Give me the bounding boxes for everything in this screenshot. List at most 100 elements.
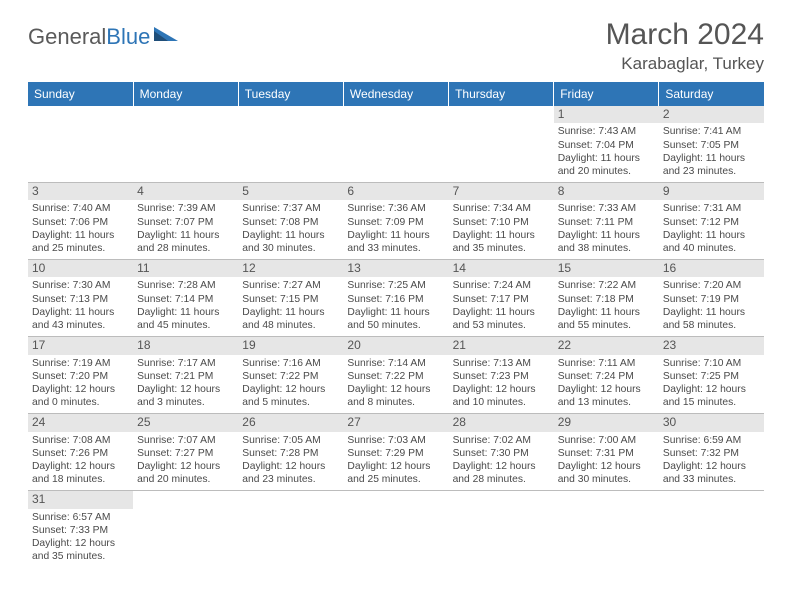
day-number: 15 — [554, 260, 659, 277]
day-number: 10 — [28, 260, 133, 277]
sunrise-text: Sunrise: 7:05 AM — [242, 434, 339, 447]
sunset-text: Sunset: 7:17 PM — [453, 293, 550, 306]
sunset-text: Sunset: 7:15 PM — [242, 293, 339, 306]
sunset-text: Sunset: 7:27 PM — [137, 447, 234, 460]
sunset-text: Sunset: 7:28 PM — [242, 447, 339, 460]
daylight-text: Daylight: 11 hours and 58 minutes. — [663, 306, 760, 332]
day-number: 31 — [28, 491, 133, 508]
sunset-text: Sunset: 7:33 PM — [32, 524, 129, 537]
day-number: 29 — [554, 414, 659, 431]
calendar-day-cell — [449, 106, 554, 183]
sunrise-text: Sunrise: 7:03 AM — [347, 434, 444, 447]
day-details: Sunrise: 7:25 AMSunset: 7:16 PMDaylight:… — [347, 279, 444, 332]
sunset-text: Sunset: 7:22 PM — [347, 370, 444, 383]
sunset-text: Sunset: 7:22 PM — [242, 370, 339, 383]
sunset-text: Sunset: 7:06 PM — [32, 216, 129, 229]
day-details: Sunrise: 7:10 AMSunset: 7:25 PMDaylight:… — [663, 357, 760, 410]
calendar-day-cell: 19Sunrise: 7:16 AMSunset: 7:22 PMDayligh… — [238, 337, 343, 414]
calendar-day-cell: 8Sunrise: 7:33 AMSunset: 7:11 PMDaylight… — [554, 183, 659, 260]
sunset-text: Sunset: 7:16 PM — [347, 293, 444, 306]
sunset-text: Sunset: 7:29 PM — [347, 447, 444, 460]
day-details: Sunrise: 7:22 AMSunset: 7:18 PMDaylight:… — [558, 279, 655, 332]
day-number: 23 — [659, 337, 764, 354]
title-block: March 2024 Karabaglar, Turkey — [606, 18, 764, 74]
daylight-text: Daylight: 11 hours and 30 minutes. — [242, 229, 339, 255]
sunrise-text: Sunrise: 7:36 AM — [347, 202, 444, 215]
day-details: Sunrise: 7:08 AMSunset: 7:26 PMDaylight:… — [32, 434, 129, 487]
day-number: 13 — [343, 260, 448, 277]
day-number: 21 — [449, 337, 554, 354]
calendar-day-cell: 14Sunrise: 7:24 AMSunset: 7:17 PMDayligh… — [449, 260, 554, 337]
daylight-text: Daylight: 12 hours and 30 minutes. — [558, 460, 655, 486]
sunset-text: Sunset: 7:14 PM — [137, 293, 234, 306]
sunrise-text: Sunrise: 6:57 AM — [32, 511, 129, 524]
day-details: Sunrise: 7:11 AMSunset: 7:24 PMDaylight:… — [558, 357, 655, 410]
calendar-week-row: 10Sunrise: 7:30 AMSunset: 7:13 PMDayligh… — [28, 260, 764, 337]
calendar-day-cell — [28, 106, 133, 183]
sunrise-text: Sunrise: 7:24 AM — [453, 279, 550, 292]
sunrise-text: Sunrise: 7:17 AM — [137, 357, 234, 370]
calendar-day-cell: 3Sunrise: 7:40 AMSunset: 7:06 PMDaylight… — [28, 183, 133, 260]
day-number: 20 — [343, 337, 448, 354]
daylight-text: Daylight: 11 hours and 45 minutes. — [137, 306, 234, 332]
day-details: Sunrise: 7:20 AMSunset: 7:19 PMDaylight:… — [663, 279, 760, 332]
day-details: Sunrise: 7:31 AMSunset: 7:12 PMDaylight:… — [663, 202, 760, 255]
calendar-day-cell — [659, 491, 764, 568]
daylight-text: Daylight: 12 hours and 5 minutes. — [242, 383, 339, 409]
sunset-text: Sunset: 7:32 PM — [663, 447, 760, 460]
sunrise-text: Sunrise: 7:33 AM — [558, 202, 655, 215]
sunrise-text: Sunrise: 7:41 AM — [663, 125, 760, 138]
sunrise-text: Sunrise: 7:19 AM — [32, 357, 129, 370]
sunrise-text: Sunrise: 7:16 AM — [242, 357, 339, 370]
day-details: Sunrise: 7:36 AMSunset: 7:09 PMDaylight:… — [347, 202, 444, 255]
sunset-text: Sunset: 7:08 PM — [242, 216, 339, 229]
calendar-body: 1Sunrise: 7:43 AMSunset: 7:04 PMDaylight… — [28, 106, 764, 567]
calendar-day-cell: 13 Sunrise: 7:25 AMSunset: 7:16 PMDayligh… — [343, 260, 448, 337]
calendar-day-cell: 7Sunrise: 7:34 AMSunset: 7:10 PMDaylight… — [449, 183, 554, 260]
logo-text-blue: Blue — [106, 24, 150, 50]
calendar-day-cell: 22Sunrise: 7:11 AMSunset: 7:24 PMDayligh… — [554, 337, 659, 414]
sunrise-text: Sunrise: 7:31 AM — [663, 202, 760, 215]
calendar-day-cell: 10Sunrise: 7:30 AMSunset: 7:13 PMDayligh… — [28, 260, 133, 337]
calendar-day-cell: 16Sunrise: 7:20 AMSunset: 7:19 PMDayligh… — [659, 260, 764, 337]
day-details: Sunrise: 7:05 AMSunset: 7:28 PMDaylight:… — [242, 434, 339, 487]
sunrise-text: Sunrise: 7:14 AM — [347, 357, 444, 370]
calendar-header-row: Sunday Monday Tuesday Wednesday Thursday… — [28, 82, 764, 106]
day-details: Sunrise: 7:19 AMSunset: 7:20 PMDaylight:… — [32, 357, 129, 410]
day-number: 1 — [554, 106, 659, 123]
sunset-text: Sunset: 7:09 PM — [347, 216, 444, 229]
day-number: 26 — [238, 414, 343, 431]
calendar-day-cell — [238, 491, 343, 568]
daylight-text: Daylight: 11 hours and 50 minutes. — [347, 306, 444, 332]
day-details: Sunrise: 7:37 AMSunset: 7:08 PMDaylight:… — [242, 202, 339, 255]
sunset-text: Sunset: 7:05 PM — [663, 139, 760, 152]
day-number: 17 — [28, 337, 133, 354]
calendar-day-cell: 11Sunrise: 7:28 AMSunset: 7:14 PMDayligh… — [133, 260, 238, 337]
calendar-day-cell: 6Sunrise: 7:36 AMSunset: 7:09 PMDaylight… — [343, 183, 448, 260]
calendar-day-cell: 9Sunrise: 7:31 AMSunset: 7:12 PMDaylight… — [659, 183, 764, 260]
logo-text-general: General — [28, 24, 106, 50]
calendar-week-row: 3Sunrise: 7:40 AMSunset: 7:06 PMDaylight… — [28, 183, 764, 260]
calendar-page: GeneralBlue March 2024 Karabaglar, Turke… — [0, 0, 792, 585]
calendar-week-row: 24Sunrise: 7:08 AMSunset: 7:26 PMDayligh… — [28, 414, 764, 491]
sunset-text: Sunset: 7:11 PM — [558, 216, 655, 229]
day-details: Sunrise: 7:33 AMSunset: 7:11 PMDaylight:… — [558, 202, 655, 255]
calendar-day-cell: 27 Sunrise: 7:03 AMSunset: 7:29 PMDayligh… — [343, 414, 448, 491]
day-details: Sunrise: 7:39 AMSunset: 7:07 PMDaylight:… — [137, 202, 234, 255]
sunrise-text: Sunrise: 7:00 AM — [558, 434, 655, 447]
weekday-header: Wednesday — [343, 82, 448, 106]
day-details: Sunrise: 7:41 AMSunset: 7:05 PMDaylight:… — [663, 125, 760, 178]
calendar-day-cell — [449, 491, 554, 568]
day-number: 7 — [449, 183, 554, 200]
calendar-day-cell: 12Sunrise: 7:27 AMSunset: 7:15 PMDayligh… — [238, 260, 343, 337]
day-number: 27 — [343, 414, 448, 431]
sunrise-text: Sunrise: 6:59 AM — [663, 434, 760, 447]
weekday-header: Tuesday — [238, 82, 343, 106]
day-details: Sunrise: 7:03 AMSunset: 7:29 PMDaylight:… — [347, 434, 444, 487]
day-details: Sunrise: 7:13 AMSunset: 7:23 PMDaylight:… — [453, 357, 550, 410]
weekday-header: Monday — [133, 82, 238, 106]
day-number: 11 — [133, 260, 238, 277]
daylight-text: Daylight: 12 hours and 8 minutes. — [347, 383, 444, 409]
calendar-day-cell — [554, 491, 659, 568]
calendar-day-cell: 18Sunrise: 7:17 AMSunset: 7:21 PMDayligh… — [133, 337, 238, 414]
